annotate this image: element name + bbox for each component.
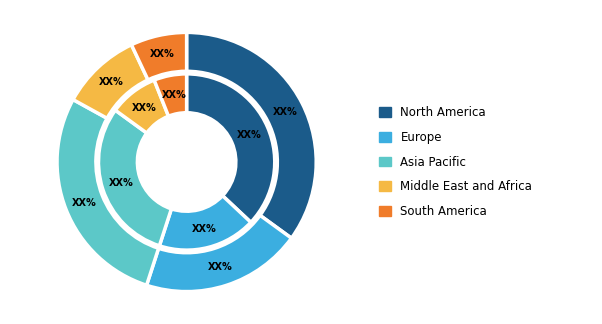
Wedge shape (146, 215, 291, 292)
Text: XX%: XX% (208, 262, 233, 272)
Text: XX%: XX% (99, 77, 123, 87)
Wedge shape (187, 32, 316, 238)
Text: XX%: XX% (272, 107, 297, 117)
Text: XX%: XX% (150, 50, 175, 60)
Text: XX%: XX% (191, 224, 216, 234)
Text: XX%: XX% (161, 89, 186, 99)
Text: XX%: XX% (109, 178, 134, 188)
Wedge shape (187, 74, 275, 222)
Text: XX%: XX% (237, 130, 262, 140)
Text: XX%: XX% (72, 198, 96, 208)
Text: XX%: XX% (132, 103, 157, 113)
Wedge shape (131, 32, 187, 80)
Wedge shape (160, 196, 251, 250)
Wedge shape (154, 74, 187, 116)
Wedge shape (73, 45, 148, 118)
Legend: North America, Europe, Asia Pacific, Middle East and Africa, South America: North America, Europe, Asia Pacific, Mid… (379, 106, 532, 218)
Wedge shape (99, 110, 172, 246)
Wedge shape (57, 99, 158, 285)
Wedge shape (116, 80, 169, 133)
